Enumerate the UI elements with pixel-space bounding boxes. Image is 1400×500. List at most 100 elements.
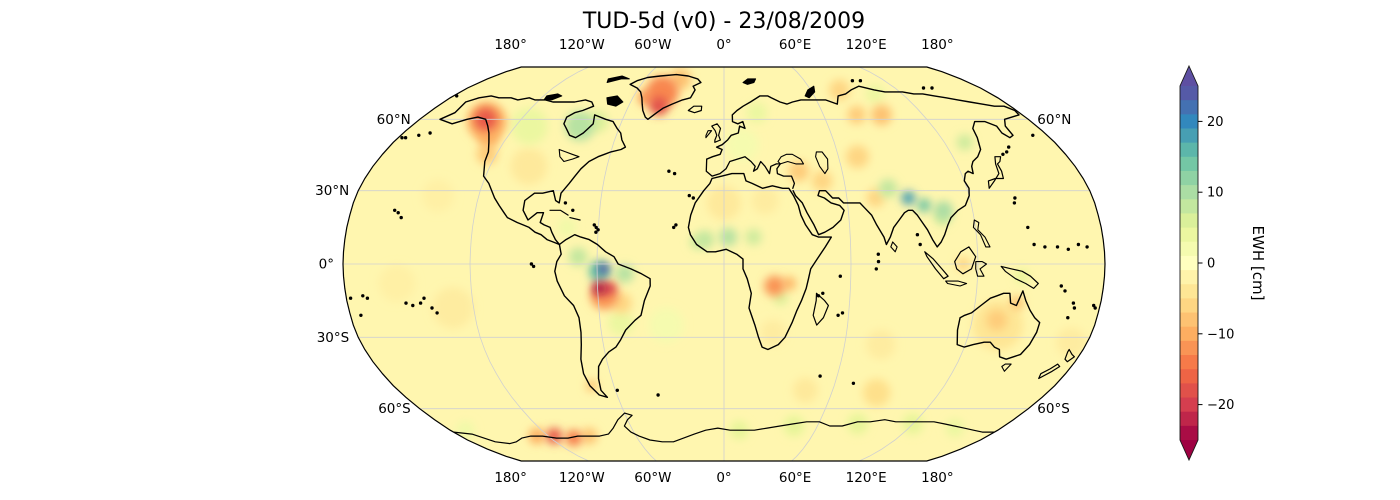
lat-label-left: 30°N [315, 183, 349, 199]
anomaly-congo-angola [764, 275, 785, 297]
island-dot [850, 79, 855, 83]
lon-label-bottom: 180° [494, 470, 527, 486]
anomaly-wilkes-west [847, 413, 869, 435]
colorbar-segment [1180, 284, 1198, 299]
coastline-new-zealand-north [1064, 348, 1075, 363]
island-dot [918, 242, 922, 247]
island-dot [1076, 242, 1081, 247]
coastline-caspian-sea [815, 151, 829, 175]
colorbar-segment [1180, 270, 1198, 285]
colorbar-tick-label: −10 [1207, 327, 1234, 342]
colorbar-segment [1180, 397, 1198, 413]
coastline-europe-mediterranean [705, 156, 796, 189]
colorbar-segment [1180, 340, 1198, 356]
anomaly-tasman-sea [1056, 327, 1086, 358]
island-dot [435, 311, 439, 315]
island-dot [430, 306, 434, 310]
coastline-africa [687, 172, 832, 351]
lon-label-top: 120°E [846, 37, 887, 53]
island-dot [1001, 152, 1005, 156]
island-dot [840, 311, 845, 315]
anomaly-victoria-land [945, 418, 964, 438]
island-dot [1013, 196, 1017, 200]
colorbar-tick-label: 0 [1207, 257, 1215, 272]
anomaly-west-antarctica-core [546, 428, 563, 445]
colorbar-tick-label: −20 [1207, 398, 1234, 413]
lat-label-left: 0° [319, 257, 334, 273]
anomaly-sahel-east [745, 229, 762, 246]
lon-label-bottom: 120°E [846, 470, 887, 486]
coastline-victoria-island [543, 93, 563, 101]
coastline-madagascar [812, 292, 829, 326]
coastline-sulawesi [975, 261, 988, 277]
anomaly-libya-egypt [751, 186, 779, 215]
lon-label-bottom: 120°W [559, 470, 605, 486]
island-dot [359, 313, 363, 317]
island-dot [1071, 301, 1076, 305]
island-dot [851, 381, 856, 385]
island-dot [858, 79, 863, 83]
coastline-antarctica [453, 412, 995, 445]
lon-label-bottom: 0° [716, 470, 731, 486]
anomaly-indian-ocean [865, 329, 896, 360]
island-dot [876, 252, 880, 256]
anomaly-south-indian-ocean [862, 378, 891, 407]
colorbar-segment [1180, 227, 1198, 243]
meridian-60 [791, 67, 852, 461]
coastline-ireland [705, 130, 713, 139]
colorbar-segment [1180, 114, 1198, 129]
lat-label-left: 60°S [378, 401, 411, 417]
colorbar-segment [1180, 142, 1198, 158]
lat-label-right: 60°N [1037, 112, 1071, 128]
island-dot [361, 294, 365, 298]
colorbar-segment [1180, 213, 1198, 229]
coastline-greenland [629, 73, 702, 120]
coastline-borneo [954, 246, 977, 275]
coastline-britain [711, 123, 722, 143]
anomaly-scandinavia [746, 102, 768, 124]
colorbar-segment [1180, 156, 1198, 172]
island-dot [1059, 284, 1064, 288]
chart-title: TUD-5d (v0) - 23/08/2009 [582, 9, 866, 34]
island-dot [396, 211, 400, 215]
lon-label-top: 60°W [634, 37, 671, 53]
island-dot [615, 388, 619, 392]
lon-label-top: 0° [716, 37, 731, 53]
colorbar-segment [1180, 425, 1198, 441]
colorbar-arrow-max [1180, 66, 1198, 86]
lat-label-left: 60°N [377, 112, 411, 128]
anomaly-canada-interior [511, 107, 548, 145]
colorbar-tick-label: 20 [1207, 115, 1224, 130]
meridian-120 [859, 67, 979, 461]
coastline-baffin-island [606, 95, 624, 107]
anomaly-taymyr [866, 84, 885, 104]
island-dot [531, 264, 536, 269]
graticule [343, 67, 1105, 461]
anomaly-amazon-north-core [597, 263, 610, 275]
island-dot [400, 136, 404, 140]
island-dot [876, 259, 881, 264]
island-dot [838, 274, 842, 278]
island-dot [1072, 306, 1077, 310]
island-dot [417, 133, 421, 137]
colorbar-tick-label: 10 [1207, 186, 1224, 201]
island-dots [348, 79, 1097, 397]
island-dot [930, 86, 934, 90]
colorbar-segment [1180, 383, 1198, 399]
island-dot [1032, 242, 1036, 247]
axis-labels: 180° 120°W 60°W 0° 60°E 120°E 180° 180° 120°W 60°… [315, 37, 1071, 486]
island-dot [563, 201, 568, 205]
colorbar-segment [1180, 199, 1198, 214]
island-dot [393, 208, 397, 212]
meridian--60 [596, 67, 657, 461]
anomaly-kazakhstan [846, 145, 869, 169]
colorbar-axis-label: EWH [cm] [1249, 226, 1267, 301]
island-dot [1005, 150, 1009, 154]
coastline-eurasia [706, 85, 1020, 248]
anomaly-central-australia [986, 309, 1008, 331]
anomaly-enderby [783, 415, 805, 437]
island-dot [874, 267, 878, 271]
anomaly-amazon-south-core [592, 281, 607, 296]
colorbar-segment [1180, 100, 1198, 115]
